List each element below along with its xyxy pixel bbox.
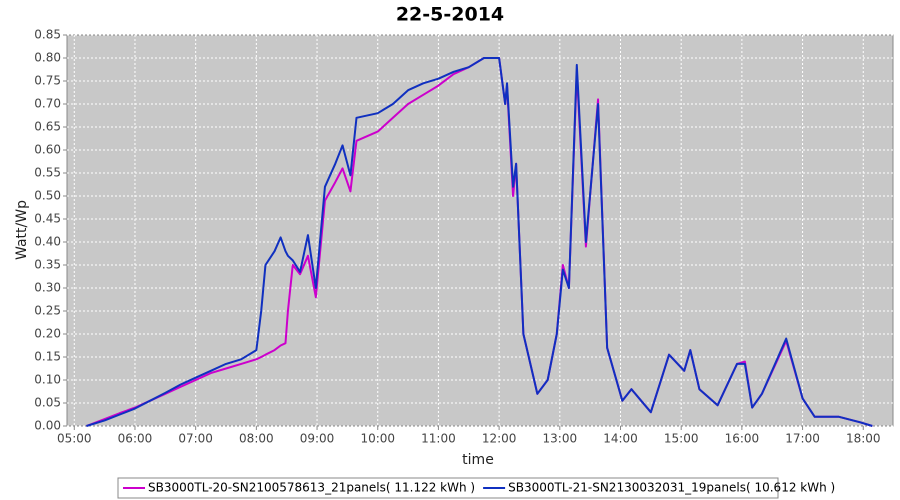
legend-label: SB3000TL-20-SN2100578613_21panels( 11.12… — [148, 481, 475, 495]
y-tick-label: 0.10 — [34, 373, 61, 387]
y-tick-label: 0.60 — [34, 143, 61, 157]
y-tick-label: 0.85 — [34, 28, 61, 42]
x-tick-label: 06:00 — [118, 432, 153, 446]
chart-title: 22-5-2014 — [396, 4, 504, 26]
x-tick-label: 12:00 — [482, 432, 517, 446]
y-tick-label: 0.30 — [34, 281, 61, 295]
x-tick-label: 09:00 — [300, 432, 335, 446]
y-tick-label: 0.75 — [34, 74, 61, 88]
x-tick-label: 07:00 — [178, 432, 213, 446]
y-tick-label: 0.45 — [34, 212, 61, 226]
y-axis-label: Watt/Wp — [14, 200, 30, 260]
y-tick-label: 0.50 — [34, 189, 61, 203]
y-tick-label: 0.40 — [34, 235, 61, 249]
x-tick-label: 17:00 — [785, 432, 820, 446]
y-tick-label: 0.35 — [34, 258, 61, 272]
x-tick-label: 18:00 — [846, 432, 881, 446]
plot-area — [66, 34, 894, 427]
y-tick-label: 0.80 — [34, 51, 61, 65]
x-tick-label: 08:00 — [239, 432, 274, 446]
y-tick-label: 0.15 — [34, 350, 61, 364]
series-line — [86, 57, 873, 427]
y-tick-label: 0.25 — [34, 304, 61, 318]
y-tick-label: 0.70 — [34, 97, 61, 111]
y-tick-label: 0.05 — [34, 396, 61, 410]
x-tick-label: 11:00 — [421, 432, 456, 446]
y-tick-label: 0.65 — [34, 120, 61, 134]
x-tick-label: 13:00 — [543, 432, 578, 446]
x-tick-label: 10:00 — [360, 432, 395, 446]
y-tick-label: 0.20 — [34, 327, 61, 341]
x-tick-label: 16:00 — [725, 432, 760, 446]
x-tick-label: 05:00 — [57, 432, 92, 446]
x-tick-label: 14:00 — [603, 432, 638, 446]
y-tick-label: 0.00 — [34, 419, 61, 433]
x-axis-label: time — [462, 452, 494, 468]
legend-label: SB3000TL-21-SN2130032031_19panels( 10.61… — [508, 481, 835, 495]
x-tick-label: 15:00 — [664, 432, 699, 446]
legend — [117, 477, 779, 499]
y-tick-label: 0.55 — [34, 166, 61, 180]
